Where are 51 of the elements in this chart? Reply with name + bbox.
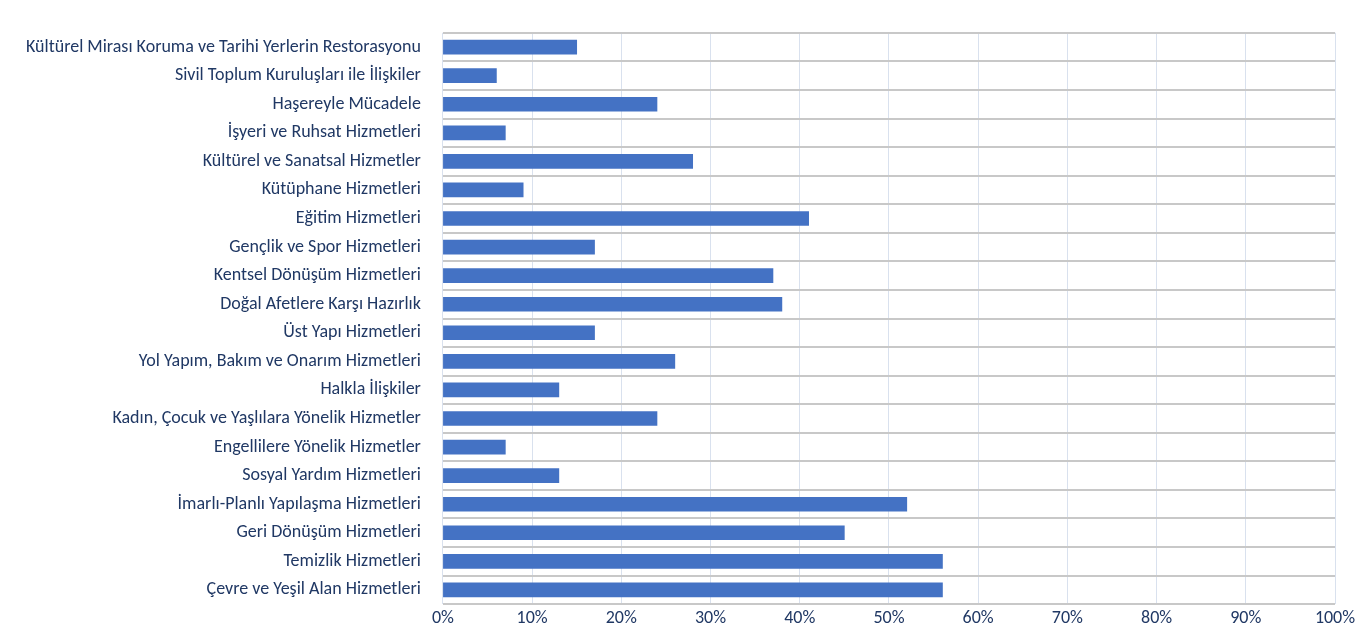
y-tick-label: Doğal Afetlere Karşı Hazırlık: [220, 291, 421, 314]
bar: [443, 68, 497, 83]
bar: [443, 382, 560, 398]
y-tick-label: Kütüphane Hizmetleri: [261, 177, 421, 200]
y-tick-label: Üst Yapı Hizmetleri: [283, 320, 421, 343]
y-tick-label: Sosyal Yardım Hizmetleri: [242, 463, 421, 486]
bar: [443, 182, 524, 198]
x-tick-label: 40%: [784, 605, 816, 628]
y-tick-label: Temizlik Hizmetleri: [283, 548, 421, 571]
y-tick-label: Eğitim Hizmetleri: [295, 206, 421, 229]
x-tick-label: 50%: [873, 605, 905, 628]
y-tick-label: Geri Dönüşüm Hizmetleri: [236, 520, 421, 543]
bar: [443, 125, 506, 141]
x-tick-label: 20%: [605, 605, 637, 628]
bar: [443, 354, 676, 369]
y-tick-label: Kültürel Mirası Koruma ve Tarihi Yerlerin Restorasyonu: [25, 34, 421, 57]
y-tick-label: İmarlı-Planlı Yapılaşma Hizmetleri: [177, 491, 421, 514]
bar: [443, 439, 506, 455]
y-tick-label: Engellilere Yönelik Hizmetler: [213, 434, 421, 457]
bar: [443, 525, 845, 541]
bar: [443, 582, 943, 598]
bar: [443, 411, 658, 426]
y-tick-label: Çevre ve Yeşil Alan Hizmetleri: [206, 577, 421, 600]
bar: [443, 39, 578, 55]
bar: [443, 268, 774, 283]
x-tick-label: 90%: [1230, 605, 1262, 628]
x-tick-label: 80%: [1141, 605, 1173, 628]
y-tick-label: İşyeri ve Ruhsat Hizmetleri: [227, 120, 421, 143]
bar: [443, 496, 908, 512]
bar: [443, 154, 694, 169]
bar: [443, 296, 783, 312]
x-tick-label: 0%: [431, 605, 455, 628]
x-tick-label: 30%: [694, 605, 727, 628]
y-tick-label: Yol Yapım, Bakım ve Onarım Hizmetleri: [138, 348, 421, 371]
bar: [443, 211, 809, 226]
x-tick-label: 100%: [1314, 605, 1356, 628]
y-tick-label: Kentsel Dönüşüm Hizmetleri: [213, 263, 421, 286]
y-tick-label: Sivil Toplum Kuruluşları ile İlişkiler: [174, 63, 421, 86]
y-tick-label: Halkla İlişkiler: [320, 377, 421, 400]
bar: [443, 325, 595, 341]
y-tick-label: Kültürel ve Sanatsal Hizmetler: [202, 148, 421, 171]
y-tick-label: Kadın, Çocuk ve Yaşlılara Yönelik Hizmetler: [112, 405, 421, 428]
y-tick-label: Gençlik ve Spor Hizmetleri: [229, 234, 421, 257]
bar: [443, 554, 943, 569]
bar: [443, 468, 560, 483]
bar: [443, 239, 595, 255]
x-tick-label: 60%: [962, 605, 994, 628]
x-tick-label: 10%: [516, 605, 548, 628]
x-tick-label: 70%: [1051, 605, 1084, 628]
y-tick-label: Haşereyle Mücadele: [272, 91, 421, 114]
bar: [443, 96, 658, 112]
